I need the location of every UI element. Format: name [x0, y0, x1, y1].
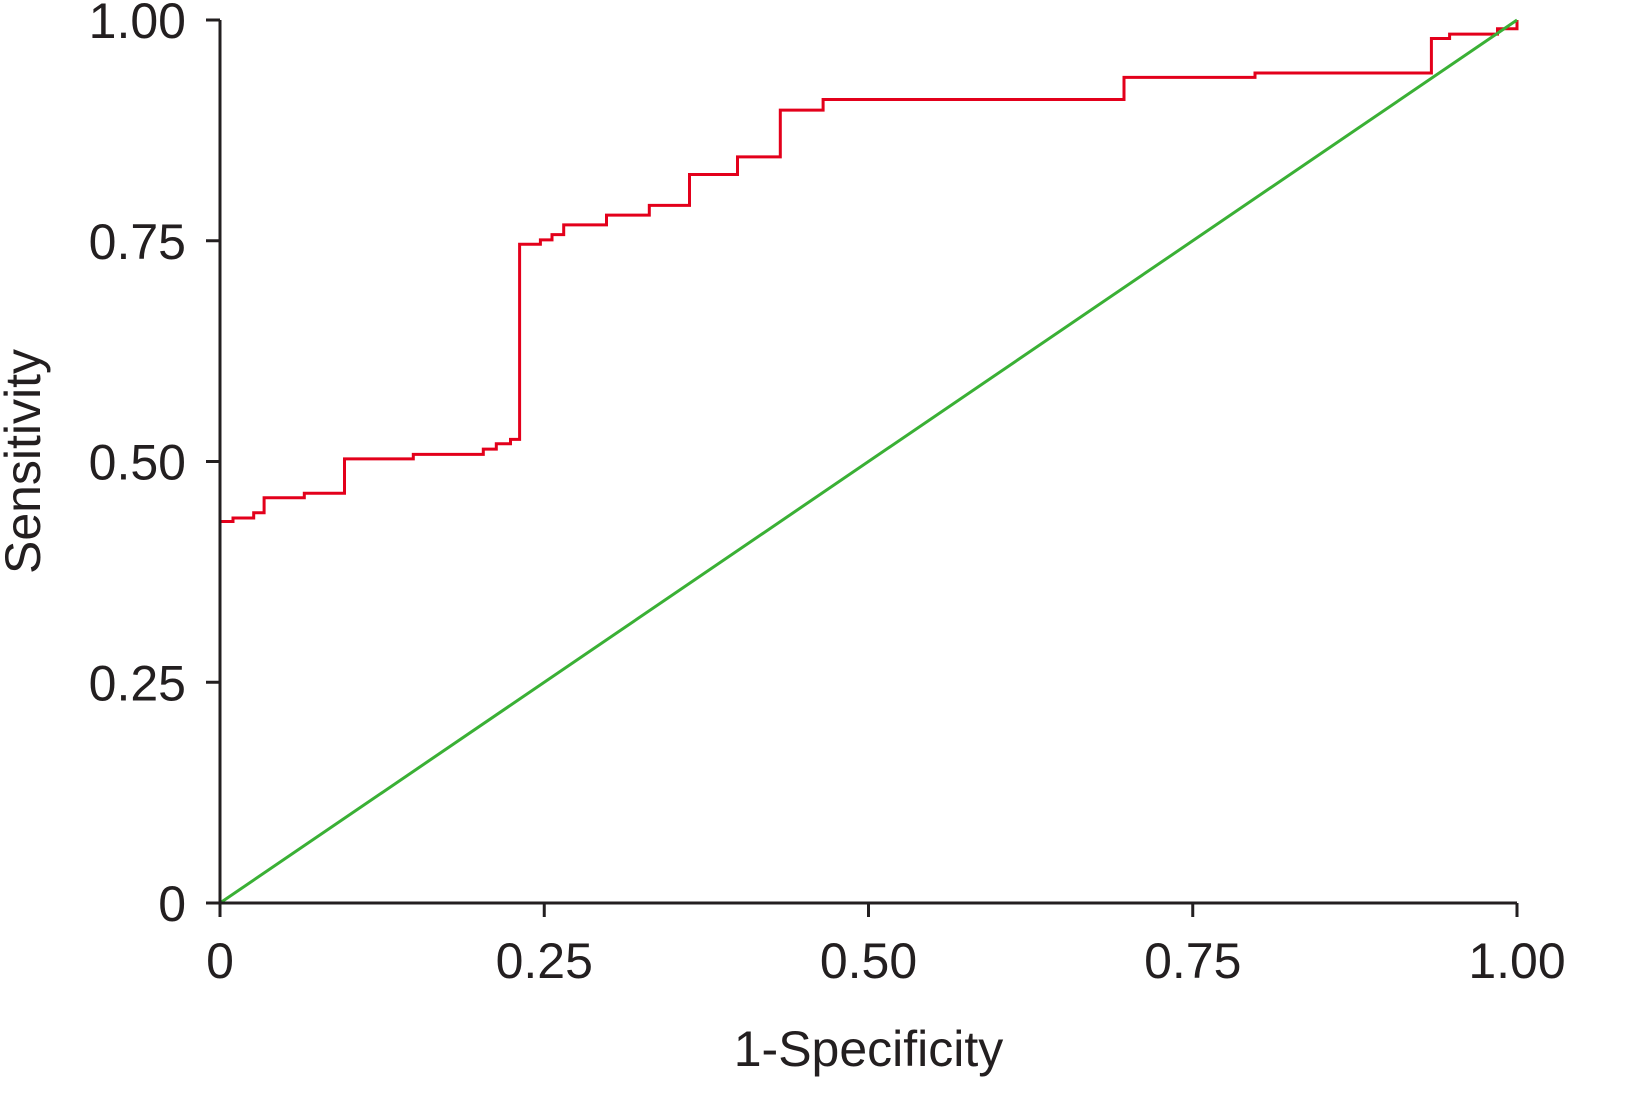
- x-tick-label: 0.50: [820, 933, 917, 989]
- y-tick-label: 0.25: [89, 655, 186, 711]
- x-tick-label: 1.00: [1468, 933, 1565, 989]
- y-tick-label: 0.50: [89, 435, 186, 491]
- x-tick-label: 0.75: [1144, 933, 1241, 989]
- plot-area: [219, 18, 1519, 905]
- y-tick-label: 1.00: [89, 0, 186, 49]
- roc-curve-line: [220, 20, 1519, 523]
- y-tick-label: 0.75: [89, 214, 186, 270]
- reference-diagonal-line: [219, 18, 1518, 905]
- y-axis-title: Sensitivity: [0, 349, 51, 574]
- x-tick-label: 0.25: [496, 933, 593, 989]
- ticks: 0 0.25 0.50 0.75 1.00 0 0.25 0.50 0.75 1.00: [89, 0, 1566, 989]
- y-tick-label: 0: [158, 876, 186, 932]
- x-axis-title: 1-Specificity: [734, 1021, 1004, 1077]
- x-tick-label: 0: [206, 933, 234, 989]
